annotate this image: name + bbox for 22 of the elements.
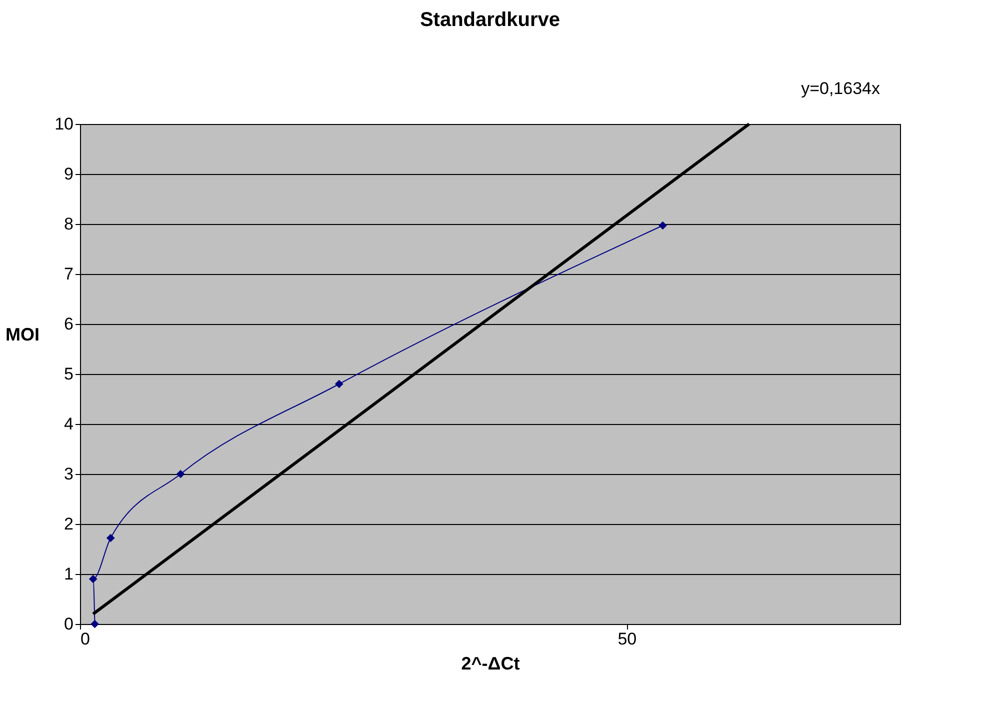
x-axis-title: 2^-ΔCt: [461, 654, 520, 674]
y-tick-label: 0: [64, 614, 74, 634]
y-tick-label: 8: [64, 214, 74, 234]
y-tick-label: 6: [64, 314, 74, 334]
x-tick-label: 50: [618, 630, 637, 648]
y-tick-label: 5: [64, 364, 74, 384]
y-tick-label: 9: [64, 164, 74, 184]
point: [658, 221, 667, 230]
point: [334, 380, 344, 388]
y-tick-label: 4: [64, 414, 74, 434]
y-axis-title: MOI: [6, 324, 40, 344]
y-tick-label: 10: [54, 114, 74, 134]
y-tick-label: 7: [64, 264, 74, 284]
y-tick-label: 1: [64, 564, 74, 584]
y-tick-label: 3: [64, 464, 74, 484]
point: [88, 574, 98, 584]
point: [106, 534, 115, 542]
text: y=0,1634x: [801, 79, 880, 98]
point: [176, 470, 185, 478]
point: [90, 620, 99, 628]
y-tick-label: 2: [64, 514, 74, 534]
chart-title: Standardkurve: [420, 9, 560, 31]
